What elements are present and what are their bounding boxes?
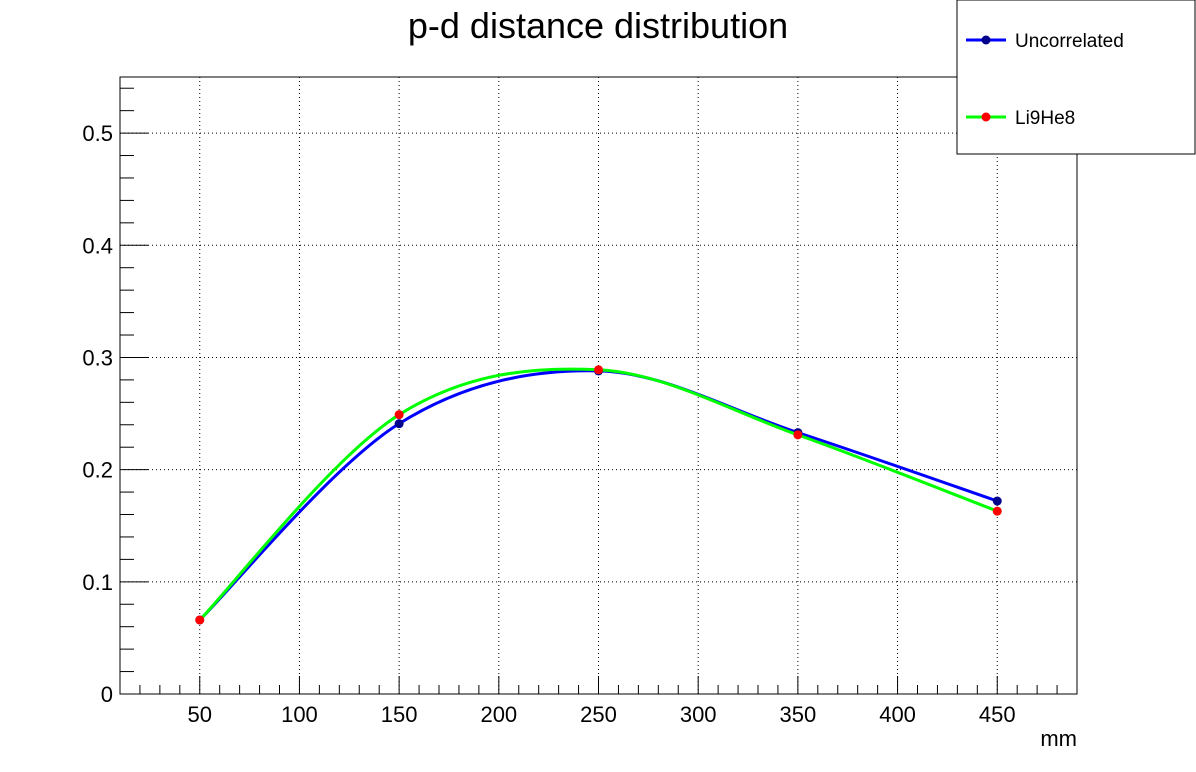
x-axis-label: mm — [1040, 726, 1077, 751]
grid — [120, 77, 1077, 694]
y-tick-label: 0 — [101, 682, 113, 707]
x-tick-label: 350 — [780, 702, 817, 727]
axis-ticks — [119, 87, 1078, 695]
series-line — [198, 369, 998, 622]
y-tick-label: 0.1 — [82, 570, 113, 595]
y-tick-label: 0.2 — [82, 458, 113, 483]
x-tick-label: 250 — [580, 702, 617, 727]
y-tick-label: 0.5 — [82, 121, 113, 146]
data-point — [992, 506, 1002, 516]
data-point — [195, 615, 205, 625]
series-line — [198, 367, 998, 622]
data-point — [394, 410, 404, 420]
legend-label: Uncorrelated — [1015, 31, 1124, 52]
data-point — [594, 365, 603, 375]
data-point — [793, 430, 803, 440]
legend-box — [956, 0, 1196, 155]
series-layer — [195, 365, 1002, 625]
legend-marker — [981, 35, 991, 45]
chart-title: p-d distance distribution — [408, 5, 788, 46]
y-tick-label: 0.3 — [82, 345, 113, 370]
legend-marker — [981, 112, 991, 122]
data-point — [992, 496, 1002, 506]
series-2 — [195, 365, 1002, 625]
legend-item: Uncorrelated — [966, 31, 1124, 52]
legend-label: Li9He8 — [1015, 108, 1075, 129]
x-tick-label: 400 — [879, 702, 916, 727]
x-tick-label: 300 — [680, 702, 717, 727]
legend: Uncorrelated Li9He8 — [956, 0, 1196, 155]
x-tick-label: 150 — [381, 702, 418, 727]
legend-item: Li9He8 — [966, 108, 1075, 129]
tick-labels: 50 100 150 200 250 300 350 400 450 0 0.1 0.2 0.3 0.4 0… — [82, 121, 1015, 727]
x-tick-label: 50 — [188, 702, 212, 727]
data-point — [394, 419, 404, 429]
x-tick-label: 200 — [480, 702, 517, 727]
y-tick-label: 0.4 — [82, 233, 113, 258]
x-tick-label: 450 — [979, 702, 1016, 727]
x-tick-label: 100 — [281, 702, 318, 727]
